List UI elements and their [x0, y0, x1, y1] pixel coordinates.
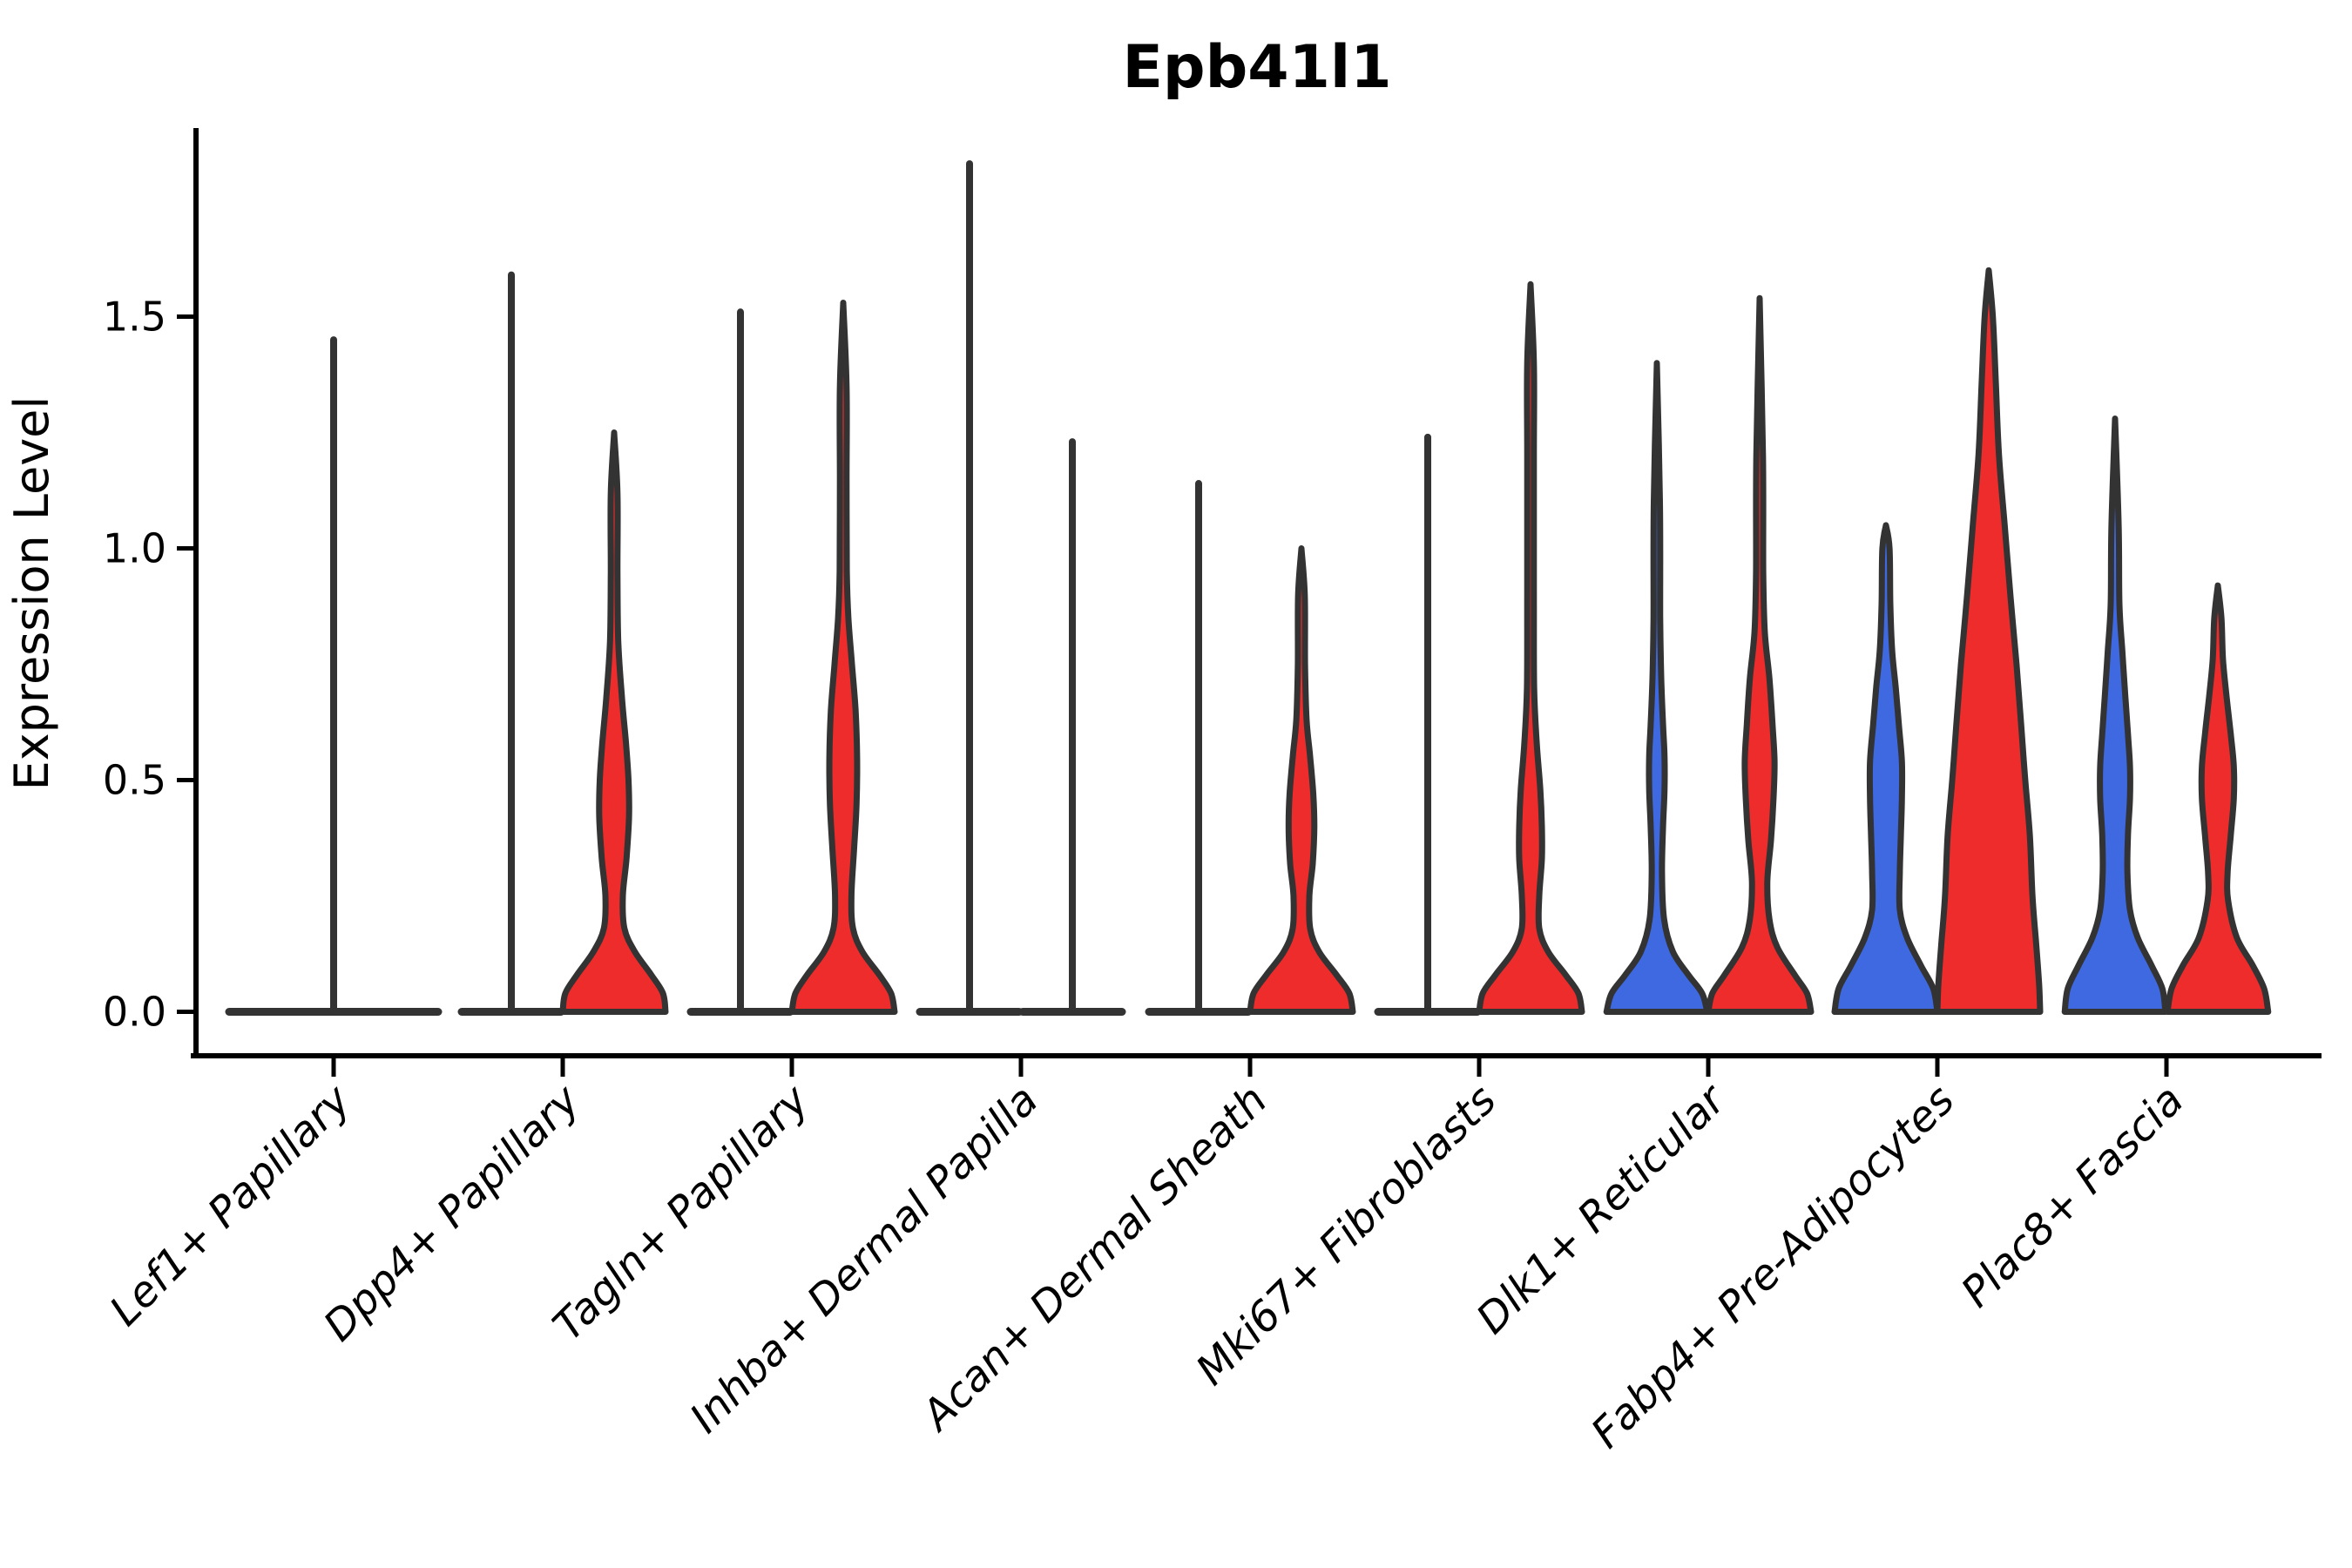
x-tick-label-8: Fabp4+ Pre-Adipocytes [1582, 1076, 1964, 1458]
x-tick-label-2: Dpp4+ Papillary [314, 1075, 590, 1350]
violin-dlk1-split2 [1705, 294, 1815, 1015]
violin-dlk1-split1 [1603, 360, 1711, 1015]
violin-fabp4-split1 [1831, 522, 1941, 1015]
violin-mki67-split1 [1374, 433, 1482, 1016]
violin-inhba-split1 [916, 159, 1024, 1016]
violins-layer [225, 159, 2272, 1016]
violin-acan-split1 [1145, 480, 1253, 1016]
violin-lef1-split1 [225, 336, 443, 1016]
violin-plac8-split1 [2061, 416, 2169, 1015]
violin-fabp4-split2 [1934, 267, 2044, 1015]
x-tick-label-9: Plac8+ Fascia [1952, 1076, 2193, 1317]
y-tick-label: 0.5 [103, 757, 166, 804]
violin-mki67-split2 [1476, 280, 1585, 1015]
y-tick-label: 1.5 [103, 294, 166, 341]
x-tick-label-3: Tagln+ Papillary [544, 1075, 819, 1350]
y-tick-label: 1.0 [103, 525, 166, 572]
violin-tagln-split1 [686, 308, 794, 1016]
violin-dpp4-split1 [457, 271, 565, 1016]
violin-dpp4-split2 [559, 429, 669, 1015]
y-axis-label: Expression Level [4, 396, 59, 791]
violin-acan-split2 [1247, 545, 1356, 1015]
violin-inhba-split2 [1018, 438, 1126, 1016]
x-tick-label-1: Lef1+ Papillary [100, 1075, 361, 1335]
violin-tagln-split2 [788, 300, 898, 1015]
x-tick-label-7: Dlk1+ Reticular [1467, 1074, 1737, 1344]
y-tick-label: 0.0 [103, 989, 166, 1036]
violin-plac8-split2 [2164, 582, 2272, 1015]
chart-title: Epb41l1 [1122, 33, 1391, 102]
